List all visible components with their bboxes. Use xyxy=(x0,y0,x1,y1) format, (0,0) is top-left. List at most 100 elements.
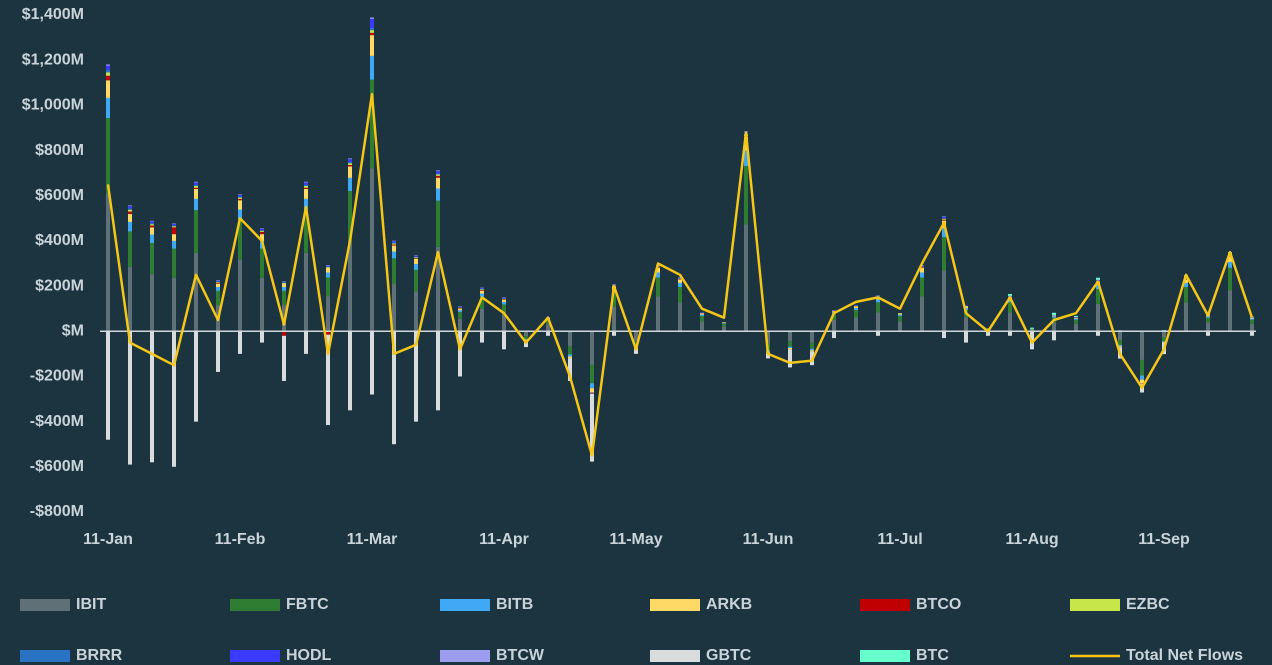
bar-segment xyxy=(1052,315,1056,316)
x-tick-label: 11-May xyxy=(609,531,662,548)
bar-segment xyxy=(106,97,110,119)
bar-segment xyxy=(678,278,682,279)
y-tick-label: -$200M xyxy=(30,368,84,385)
bar-segment xyxy=(766,353,770,359)
bar-segment xyxy=(524,338,528,340)
legend-label: ARKB xyxy=(706,596,752,613)
bar-segment xyxy=(216,282,220,284)
bar-segment xyxy=(502,299,506,300)
bar-segment xyxy=(282,281,286,283)
bar-segment xyxy=(238,219,242,260)
bar-segment xyxy=(150,242,154,275)
bar-segment xyxy=(480,289,484,290)
bar-segment xyxy=(128,266,132,332)
bar-segment xyxy=(216,280,220,282)
bar-segment xyxy=(634,349,638,354)
legend-label: FBTC xyxy=(286,596,329,613)
bar-segment xyxy=(480,287,484,289)
bar-segment xyxy=(370,55,374,80)
bar-segment xyxy=(568,358,572,381)
legend-swatch xyxy=(230,599,280,611)
bar-segment xyxy=(722,323,726,327)
bar-segment xyxy=(480,287,484,289)
legend-swatch xyxy=(440,599,490,611)
bar-segment xyxy=(260,331,264,343)
bar-segment xyxy=(458,307,462,309)
bar-segment xyxy=(392,258,396,285)
bar-segment xyxy=(678,286,682,303)
x-tick-label: 11-Jul xyxy=(877,531,922,548)
bar-segment xyxy=(414,291,418,332)
bar-segment xyxy=(920,268,924,273)
bar-segment xyxy=(216,290,220,306)
bar-segment xyxy=(414,255,418,257)
bar-segment xyxy=(106,75,110,81)
bar-segment xyxy=(304,181,308,183)
bar-segment xyxy=(942,216,946,217)
bar-segment xyxy=(128,209,132,212)
legend-swatch xyxy=(860,650,910,662)
bar-segment xyxy=(964,305,968,307)
bar-segment xyxy=(942,218,946,220)
bar-segment xyxy=(260,231,264,235)
bar-segment xyxy=(1118,346,1122,348)
bar-segment xyxy=(678,278,682,280)
bar-segment xyxy=(854,305,858,307)
bar-segment xyxy=(502,299,506,302)
bar-segment xyxy=(216,331,220,372)
bar-segment xyxy=(238,198,242,201)
bar-segment xyxy=(370,79,374,169)
bar-segment xyxy=(524,331,528,337)
bar-segment xyxy=(458,318,462,332)
bar-segment xyxy=(788,349,792,368)
bar-segment xyxy=(1074,319,1078,324)
bar-segment xyxy=(722,322,726,323)
bar-segment xyxy=(964,305,968,306)
bar-segment xyxy=(392,245,396,252)
y-tick-label: -$600M xyxy=(30,458,84,475)
bar-segment xyxy=(150,223,154,225)
bar-segment xyxy=(370,35,374,56)
bar-segment xyxy=(502,298,506,300)
bar-segment xyxy=(854,310,858,318)
bar-segment xyxy=(810,331,814,343)
bar-segment xyxy=(590,331,594,365)
bar-segment xyxy=(1140,375,1144,380)
bar-segment xyxy=(326,334,330,426)
bar-segment xyxy=(1206,316,1210,318)
bar-segment xyxy=(238,197,242,199)
x-tick-label: 11-Apr xyxy=(479,531,529,548)
bar-segment xyxy=(1228,267,1232,291)
bar-segment xyxy=(1228,261,1232,268)
bar-segment xyxy=(1096,303,1100,332)
bar-segment xyxy=(458,312,462,319)
bar-segment xyxy=(238,200,242,210)
bar-segment xyxy=(942,270,946,332)
bar-segment xyxy=(546,331,550,336)
bar-segment xyxy=(832,310,836,311)
bar-segment xyxy=(260,277,264,332)
x-tick-label: 11-Mar xyxy=(347,531,398,548)
bar-segment xyxy=(194,331,198,422)
bar-segment xyxy=(590,392,594,393)
x-tick-label: 11-Feb xyxy=(215,531,266,548)
legend-label: BRRR xyxy=(76,647,123,664)
bar-segment xyxy=(678,302,682,332)
bar-segment xyxy=(106,193,110,332)
bar-segment xyxy=(260,234,264,241)
bar-segment xyxy=(436,170,440,172)
bar-segment xyxy=(238,196,242,198)
bar-segment xyxy=(150,224,154,226)
bar-segment xyxy=(106,65,110,70)
bar-segment xyxy=(1140,331,1144,360)
bar-segment xyxy=(172,331,176,467)
bar-segment xyxy=(194,198,198,211)
bar-segment xyxy=(590,364,594,384)
legend-label: Total Net Flows xyxy=(1126,647,1243,664)
bar-segment xyxy=(898,314,902,316)
bar-segment xyxy=(238,194,242,197)
bar-segment xyxy=(436,171,440,174)
x-tick-label: 11-Sep xyxy=(1138,531,1190,548)
bar-segment xyxy=(810,350,814,352)
bar-segment xyxy=(1052,315,1056,317)
